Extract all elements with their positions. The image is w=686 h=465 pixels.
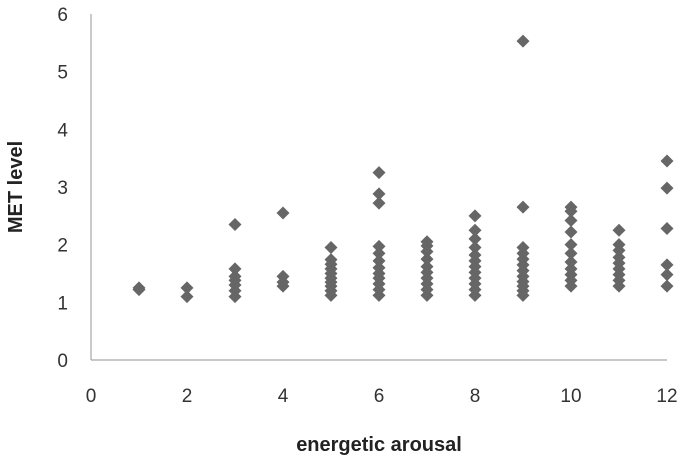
data-point — [660, 154, 674, 168]
data-point — [564, 225, 578, 239]
data-point — [372, 261, 386, 275]
data-point — [276, 269, 290, 283]
data-point — [660, 268, 674, 282]
y-axis-title: MET level — [5, 141, 27, 233]
data-point — [564, 238, 578, 252]
data-point — [420, 252, 434, 266]
data-point — [420, 260, 434, 274]
data-point — [468, 248, 482, 262]
data-point — [612, 223, 626, 237]
data-point — [132, 281, 146, 295]
data-point — [564, 255, 578, 269]
data-point — [276, 206, 290, 220]
data-point — [564, 246, 578, 260]
data-point — [420, 235, 434, 249]
x-tick-label: 4 — [278, 386, 289, 407]
x-tick-label: 12 — [656, 386, 677, 407]
data-point — [372, 239, 386, 253]
y-tick-label: 0 — [57, 351, 68, 372]
y-tick-label: 6 — [57, 5, 68, 26]
data-point — [372, 187, 386, 201]
x-tick-label: 10 — [560, 386, 581, 407]
data-point — [372, 246, 386, 260]
data-point — [612, 238, 626, 252]
data-point — [468, 223, 482, 237]
y-tick-labels: 0 1 2 3 4 5 6 — [57, 5, 68, 372]
data-point — [660, 258, 674, 272]
data-points — [132, 34, 674, 304]
data-point — [228, 262, 242, 276]
y-tick-label: 4 — [57, 120, 68, 141]
x-tick-label: 8 — [470, 386, 481, 407]
x-axis-title: energetic arousal — [296, 434, 462, 456]
data-point — [516, 34, 530, 48]
y-tick-label: 3 — [57, 178, 68, 199]
data-point — [468, 209, 482, 223]
data-point — [180, 281, 194, 295]
data-point — [468, 241, 482, 255]
x-tick-label: 2 — [182, 386, 193, 407]
data-point — [324, 253, 338, 267]
y-tick-label: 5 — [57, 63, 68, 84]
y-tick-label: 1 — [57, 293, 68, 314]
data-point — [564, 200, 578, 214]
data-point — [660, 222, 674, 236]
data-point — [564, 213, 578, 227]
data-point — [612, 250, 626, 264]
data-point — [516, 200, 530, 214]
data-point — [660, 181, 674, 195]
data-point — [516, 241, 530, 255]
y-tick-label: 2 — [57, 236, 68, 257]
data-point — [660, 279, 674, 293]
axes — [90, 14, 667, 361]
data-point — [324, 241, 338, 255]
x-tick-label: 0 — [86, 386, 97, 407]
x-tick-label: 6 — [374, 386, 385, 407]
data-point — [372, 166, 386, 180]
data-point — [468, 232, 482, 246]
data-point — [372, 254, 386, 268]
data-point — [180, 290, 194, 304]
data-point — [228, 269, 242, 283]
x-tick-labels: 0 2 4 6 8 10 12 — [86, 386, 678, 407]
data-point — [564, 262, 578, 276]
data-point — [372, 196, 386, 210]
data-point — [228, 217, 242, 231]
